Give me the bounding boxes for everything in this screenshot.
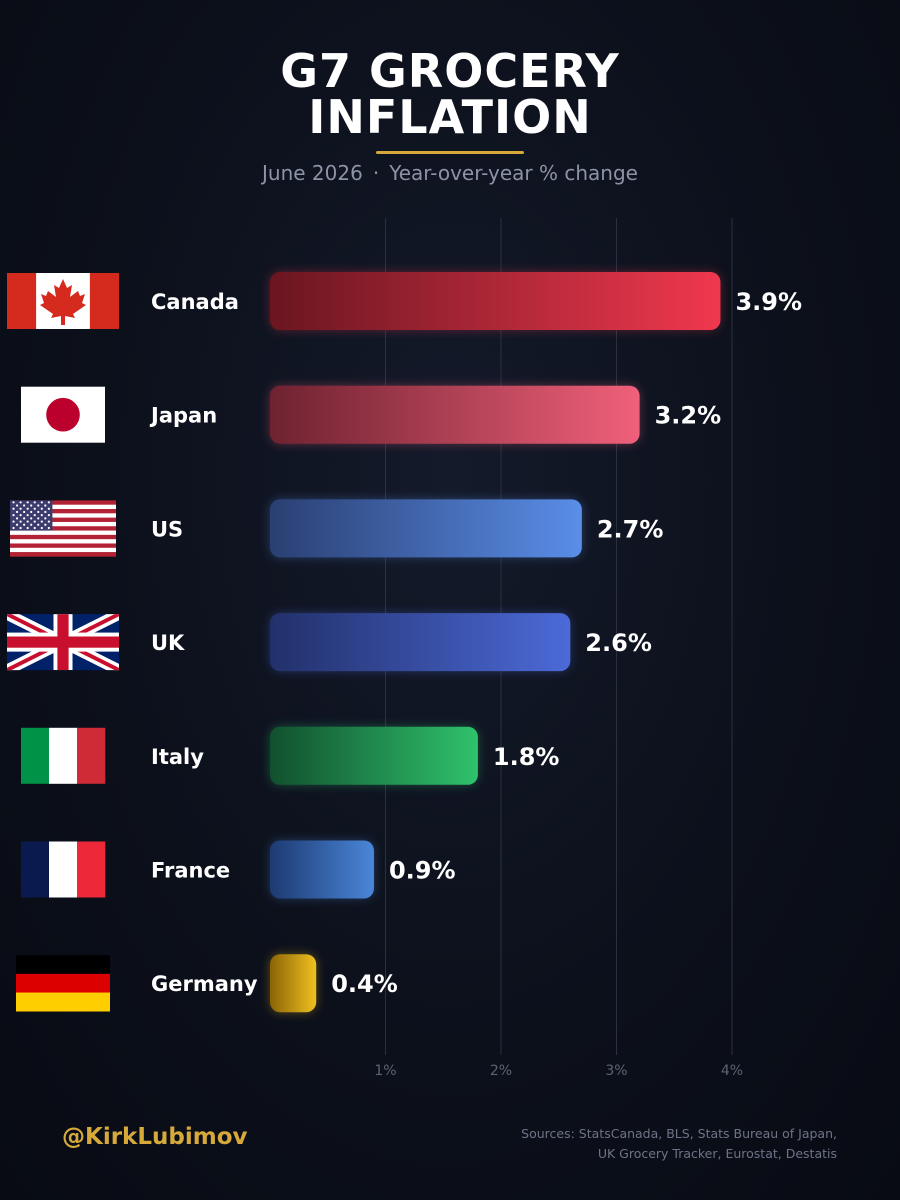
bar-germany [270,954,317,1013]
chart-title: G7 GROCERY INFLATION [0,48,900,140]
author-handle: @KirkLubimov [62,1124,248,1150]
bar-us [270,499,582,558]
country-label: Italy [151,745,204,769]
flag-layer [7,273,119,1012]
value-label: 3.2% [655,402,722,430]
x-tick-label: 1% [374,1063,396,1079]
value-label: 2.6% [585,629,652,657]
chart-title-line1: G7 GROCERY [280,44,620,98]
sources-note: Sources: StatsCanada, BLS, Stats Bureau … [417,1124,837,1164]
tick-layer: 1% 2% 3% 4% [374,1063,743,1079]
country-label: Germany [151,972,258,996]
value-label: 3.9% [735,288,802,316]
canada-flag-icon [7,273,119,329]
bar-japan [270,385,640,444]
value-label: 0.9% [389,857,456,885]
sources-line2: UK Grocery Tracker, Eurostat, Destatis [597,1146,837,1161]
value-label: 1.8% [493,743,560,771]
country-label: UK [151,631,185,655]
subtitle-measure: Year-over-year % change [389,161,638,185]
bar-france [270,840,374,899]
subtitle-separator: · [372,161,380,185]
bar-italy [270,726,478,785]
x-tick-label: 2% [490,1063,512,1079]
chart-subtitle: June 2026 · Year-over-year % change [0,161,900,185]
bar-layer [270,272,721,1013]
japan-flag-icon [21,386,105,443]
subtitle-date: June 2026 [262,161,363,185]
country-label: Canada [151,290,239,314]
chart-title-line2: INFLATION [308,90,592,144]
x-tick-label: 3% [605,1063,627,1079]
country-label: France [151,859,230,883]
label-layer: Canada 3.9% Japan 3.2% US 2.7% UK 2.6% Italy 1.8%… [149,288,802,998]
value-label: 0.4% [331,970,398,998]
bar-chart: Canada 3.9% Japan 3.2% US 2.7% UK 2.6% Italy 1.8%… [7,218,802,1079]
us-flag-icon [10,500,116,557]
x-tick-label: 4% [721,1063,743,1079]
uk-flag-icon [7,614,119,671]
value-label: 2.7% [597,515,664,543]
sources-line1: Sources: StatsCanada, BLS, Stats Bureau … [521,1126,837,1141]
germany-flag-icon [16,955,110,1012]
bar-canada [270,272,721,330]
country-label: US [151,517,183,541]
italy-flag-icon [21,727,106,784]
title-underline [376,151,524,154]
france-flag-icon [21,841,106,898]
country-label: Japan [149,404,217,428]
bar-uk [270,613,571,672]
